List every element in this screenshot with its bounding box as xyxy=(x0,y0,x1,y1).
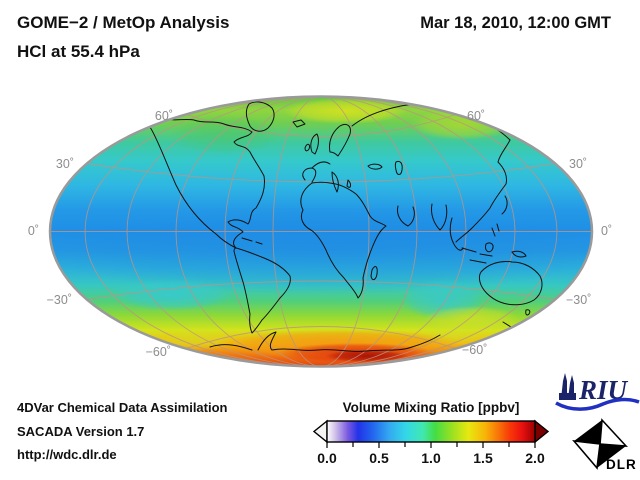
colorbar-under-arrow xyxy=(312,419,328,444)
riu-cathedral-icon xyxy=(561,373,567,399)
riu-wave-icon xyxy=(555,397,640,411)
timestamp-label: Mar 18, 2010, 12:00 GMT xyxy=(420,14,611,32)
world-map: 60˚ 30˚ 0˚ −30˚ −60˚ 60˚ 30˚ 0˚ −30˚ −60… xyxy=(28,95,612,368)
footer-assimilation-label: 4DVar Chemical Data Assimilation xyxy=(17,400,228,415)
lat-label-0-left: 0˚ xyxy=(28,224,39,238)
dlr-emblem-outline-1 xyxy=(599,418,628,447)
dlr-emblem-icon-2 xyxy=(597,444,626,468)
lat-label-60s-left: −60˚ xyxy=(146,345,171,359)
lat-label-30s-right: −30˚ xyxy=(566,293,591,307)
colorbar-tick-labels: 0.0 0.5 1.0 1.5 2.0 xyxy=(317,450,545,466)
riu-cathedral-base xyxy=(559,393,576,400)
latitude-labels: 60˚ 30˚ 0˚ −30˚ −60˚ 60˚ 30˚ 0˚ −30˚ −60… xyxy=(28,109,612,359)
dlr-emblem-icon xyxy=(574,420,602,444)
lat-label-0-right: 0˚ xyxy=(601,224,612,238)
tick-2.0: 2.0 xyxy=(525,450,545,466)
lat-label-30s-left: −30˚ xyxy=(47,293,72,307)
graticule xyxy=(50,96,592,367)
colorbar-gradient-bar xyxy=(326,420,536,443)
page-title: GOME−2 / MetOp Analysis xyxy=(17,13,230,32)
lat-label-60s-right: −60˚ xyxy=(462,343,487,357)
tick-1.0: 1.0 xyxy=(421,450,441,466)
subtitle-pressure-level: HCl at 55.4 hPa xyxy=(17,42,140,61)
tick-1.5: 1.5 xyxy=(473,450,493,466)
colorbar-over-arrow xyxy=(534,419,550,444)
footer-url: http://wdc.dlr.de xyxy=(17,447,117,462)
map-edge-ring xyxy=(48,95,594,368)
lat-label-30n-left: 30˚ xyxy=(56,157,74,171)
dlr-emblem-outline-2 xyxy=(572,439,601,470)
tick-0.0: 0.0 xyxy=(317,450,337,466)
dlr-logo: DLR xyxy=(572,418,637,472)
riu-logo: RIU xyxy=(555,373,640,411)
lat-label-30n-right: 30˚ xyxy=(569,157,587,171)
lat-label-60n-right: 60˚ xyxy=(467,109,485,123)
dlr-logo-text: DLR xyxy=(606,457,637,472)
tick-0.5: 0.5 xyxy=(369,450,389,466)
colorbar-tick-marks xyxy=(326,442,536,448)
colorbar-title: Volume Mixing Ratio [ppbv] xyxy=(343,400,520,415)
footer-version-label: SACADA Version 1.7 xyxy=(17,424,145,439)
lat-label-60n-left: 60˚ xyxy=(155,109,173,123)
colorbar: Volume Mixing Ratio [ppbv] 0.0 0.5 1.0 1… xyxy=(312,400,550,466)
